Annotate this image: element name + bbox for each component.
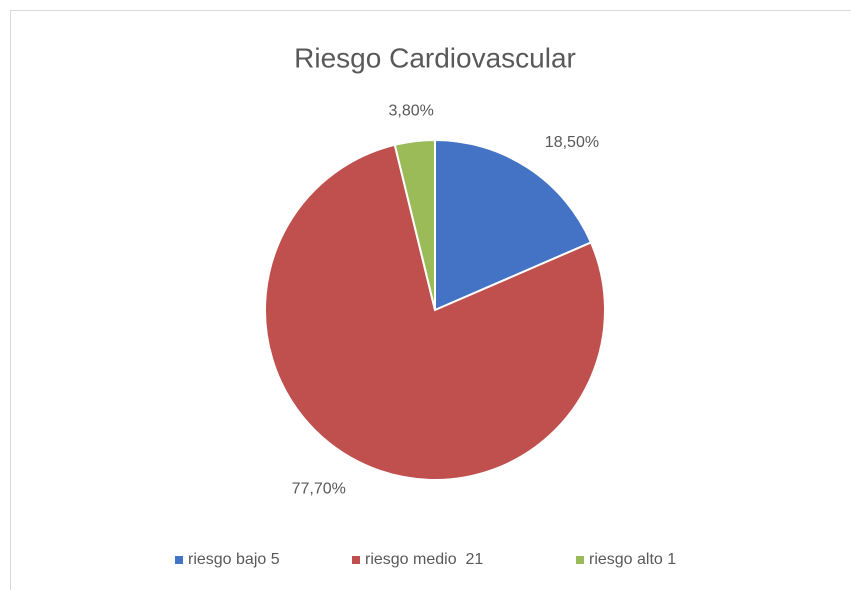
data-label: 77,70% bbox=[292, 480, 346, 497]
data-label: 18,50% bbox=[545, 134, 599, 151]
pie-slice bbox=[434, 138, 593, 312]
legend-marker bbox=[576, 556, 584, 564]
chart-border bbox=[10, 10, 851, 590]
pie-slice bbox=[393, 138, 436, 311]
data-label: 3,80% bbox=[388, 103, 433, 120]
chart-title: Riesgo Cardiovascular bbox=[294, 42, 576, 73]
legend-label: riesgo medio 21 bbox=[365, 551, 483, 568]
legend-label: riesgo bajo 5 bbox=[188, 551, 280, 568]
legend-marker bbox=[175, 556, 183, 564]
legend-label: riesgo alto 1 bbox=[589, 551, 676, 568]
legend-marker bbox=[352, 556, 360, 564]
pie-slice bbox=[264, 143, 606, 481]
